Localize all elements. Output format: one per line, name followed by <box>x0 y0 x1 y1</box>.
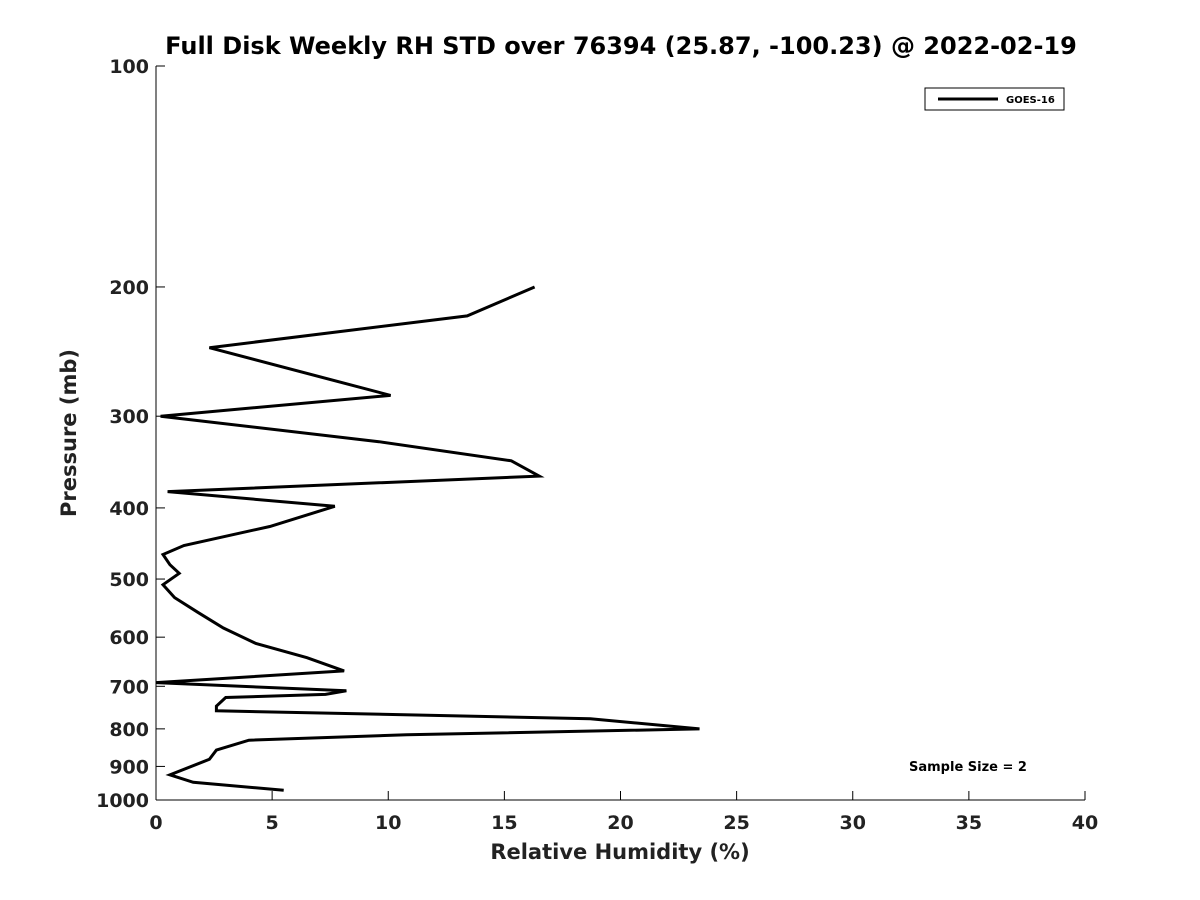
series-line-goes-16 <box>155 285 700 792</box>
x-tick-label: 10 <box>375 812 401 834</box>
x-tick-label: 5 <box>266 812 279 834</box>
x-tick-label: 25 <box>723 812 749 834</box>
x-tick-label: 0 <box>149 812 162 834</box>
chart-title: Full Disk Weekly RH STD over 76394 (25.8… <box>165 32 1077 60</box>
x-tick-label: 40 <box>1072 812 1098 834</box>
y-tick-label: 1000 <box>96 790 149 812</box>
legend-label-goes-16: GOES-16 <box>1006 95 1055 106</box>
y-tick-label: 600 <box>109 627 149 649</box>
x-tick-label: 35 <box>956 812 982 834</box>
sample-size-annotation: Sample Size = 2 <box>909 760 1027 775</box>
y-tick-label: 900 <box>109 756 149 778</box>
legend: GOES-16 <box>924 87 1065 111</box>
y-tick-label: 700 <box>109 676 149 698</box>
x-tick-label: 30 <box>840 812 866 834</box>
y-tick-label: 200 <box>109 277 149 299</box>
y-axis-label: Pressure (mb) <box>57 349 81 517</box>
y-axis-ticks: 100 200 300 400 500 600 700 800 900 1000 <box>96 56 165 812</box>
x-tick-label: 20 <box>607 812 633 834</box>
x-tick-label: 15 <box>491 812 517 834</box>
y-tick-label: 300 <box>109 406 149 428</box>
y-tick-label: 400 <box>109 498 149 520</box>
y-tick-label: 100 <box>109 56 149 78</box>
x-axis-label: Relative Humidity (%) <box>490 840 749 864</box>
y-tick-label: 500 <box>109 569 149 591</box>
y-tick-label: 800 <box>109 719 149 741</box>
x-axis-ticks: 0 5 10 15 20 25 30 35 40 <box>149 791 1098 834</box>
